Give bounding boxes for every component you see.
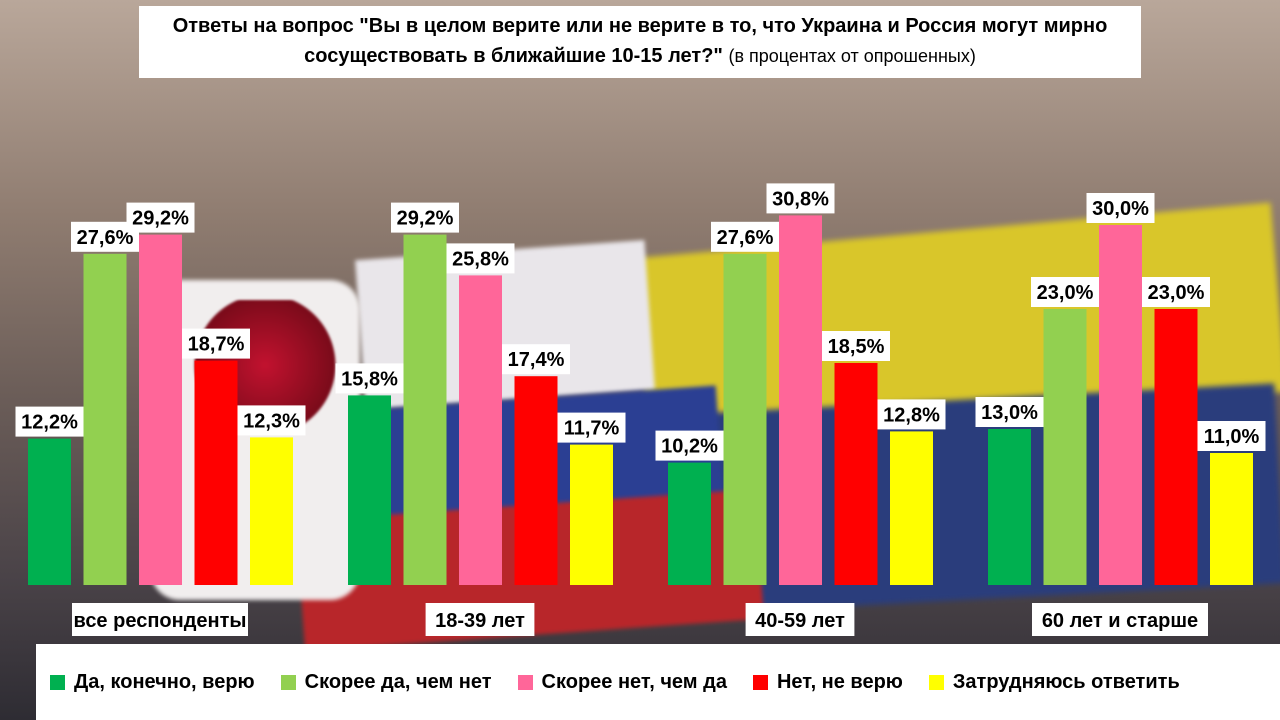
value-label-bg: [766, 183, 835, 214]
value-label-bg: [1197, 421, 1266, 451]
bar-4-4: [1154, 309, 1198, 585]
bar-5-3: [890, 431, 933, 585]
category-label-bg: [425, 603, 535, 636]
bar-3-4: [1099, 225, 1142, 585]
chart-title-box: Ответы на вопрос "Вы в целом верите или …: [139, 6, 1141, 78]
bar-2-2: [403, 234, 447, 585]
value-label-1-2: 15,8%: [341, 368, 398, 390]
legend-label: Затрудняюсь ответить: [952, 670, 1180, 693]
bar-3-1: [139, 234, 182, 585]
value-label-3-3: 30,8%: [772, 188, 829, 210]
chart-title: Ответы на вопрос "Вы в целом верите или …: [172, 15, 1108, 67]
category-label-4: 60 лет и старше: [1042, 610, 1198, 632]
value-label-bg: [1142, 277, 1210, 307]
value-label-bg: [1086, 193, 1155, 223]
value-label-2-3: 27,6%: [717, 227, 774, 249]
value-label-bg: [502, 344, 570, 375]
value-label-5-4: 11,0%: [1204, 426, 1260, 448]
value-label-bg: [15, 406, 84, 437]
bar-3-3: [779, 215, 822, 585]
bar-2-4: [1043, 309, 1087, 585]
value-label-bg: [655, 430, 724, 461]
legend-label: Скорее да, чем нет: [304, 670, 492, 693]
bar-1-3: [668, 462, 711, 585]
value-label-2-1: 27,6%: [77, 227, 134, 249]
category-label-3: 40-59 лет: [755, 610, 845, 632]
bar-2-3: [723, 253, 767, 586]
value-label-bg: [335, 363, 404, 394]
value-label-bg: [182, 328, 250, 359]
value-label-4-2: 17,4%: [508, 349, 565, 371]
legend-label: Нет, не верю: [776, 670, 903, 693]
bar-3-2: [459, 275, 502, 585]
chart-legend: Да, конечно, верю Скорее да, чем нет Скоре…: [36, 644, 1280, 720]
legend-swatch: [517, 674, 533, 690]
value-label-bg: [557, 412, 626, 443]
bar-5-2: [570, 444, 613, 585]
value-label-5-1: 12,3%: [243, 410, 300, 432]
value-label-4-3: 18,5%: [828, 336, 885, 358]
value-label-bg: [391, 202, 459, 233]
bar-5-1: [250, 437, 293, 585]
legend-label: Да, конечно, верю: [74, 670, 255, 693]
bar-4-1: [194, 360, 238, 585]
legend-swatch: [50, 674, 65, 690]
category-label-1: все респонденты: [74, 610, 247, 632]
legend-label: Скорее нет, чем да: [541, 670, 727, 693]
value-label-bg: [126, 202, 195, 233]
value-label-bg: [446, 243, 515, 274]
value-label-3-4: 30,0%: [1092, 198, 1149, 220]
category-label-bg: [745, 603, 855, 636]
value-label-bg: [237, 405, 306, 436]
value-label-2-2: 29,2%: [397, 208, 454, 230]
value-label-bg: [975, 397, 1044, 427]
value-label-2-4: 23,0%: [1037, 282, 1094, 304]
bar-5-4: [1210, 453, 1253, 585]
value-label-1-3: 10,2%: [661, 436, 718, 458]
legend-item-5: Затрудняюсь ответить: [928, 670, 1180, 694]
value-label-1-4: 13,0%: [981, 402, 1038, 424]
legend-item-1: Да, конечно, верю: [50, 671, 255, 694]
bar-1-4: [988, 429, 1031, 585]
value-label-bg: [822, 331, 890, 361]
legend-item-2: Скорее да, чем нет: [280, 670, 492, 694]
legend-swatch: [928, 674, 944, 690]
legend-swatch: [752, 674, 768, 690]
bar-4-3: [834, 363, 878, 585]
value-label-bg: [711, 221, 779, 252]
bar-2-1: [83, 253, 127, 586]
category-label-bg: [72, 603, 248, 636]
value-label-3-2: 25,8%: [452, 248, 509, 270]
bar-1-1: [28, 438, 71, 585]
legend-swatch: [280, 674, 296, 690]
category-label-2: 18-39 лет: [435, 610, 525, 632]
value-label-5-3: 12,8%: [883, 404, 940, 426]
value-label-bg: [1031, 277, 1099, 307]
legend-item-3: Скорее нет, чем да: [517, 670, 727, 694]
value-label-3-1: 29,2%: [132, 208, 189, 230]
chart-subtitle: (в процентах от опрошенных): [728, 46, 976, 66]
value-label-1-1: 12,2%: [21, 412, 78, 434]
value-label-bg: [877, 399, 946, 430]
category-label-bg: [1032, 603, 1208, 636]
value-label-4-4: 23,0%: [1148, 282, 1205, 304]
bar-4-2: [514, 376, 558, 585]
bar-1-2: [348, 395, 391, 585]
legend-item-4: Нет, не верю: [752, 670, 903, 694]
value-label-5-2: 11,7%: [564, 418, 620, 440]
value-label-4-1: 18,7%: [188, 334, 245, 356]
